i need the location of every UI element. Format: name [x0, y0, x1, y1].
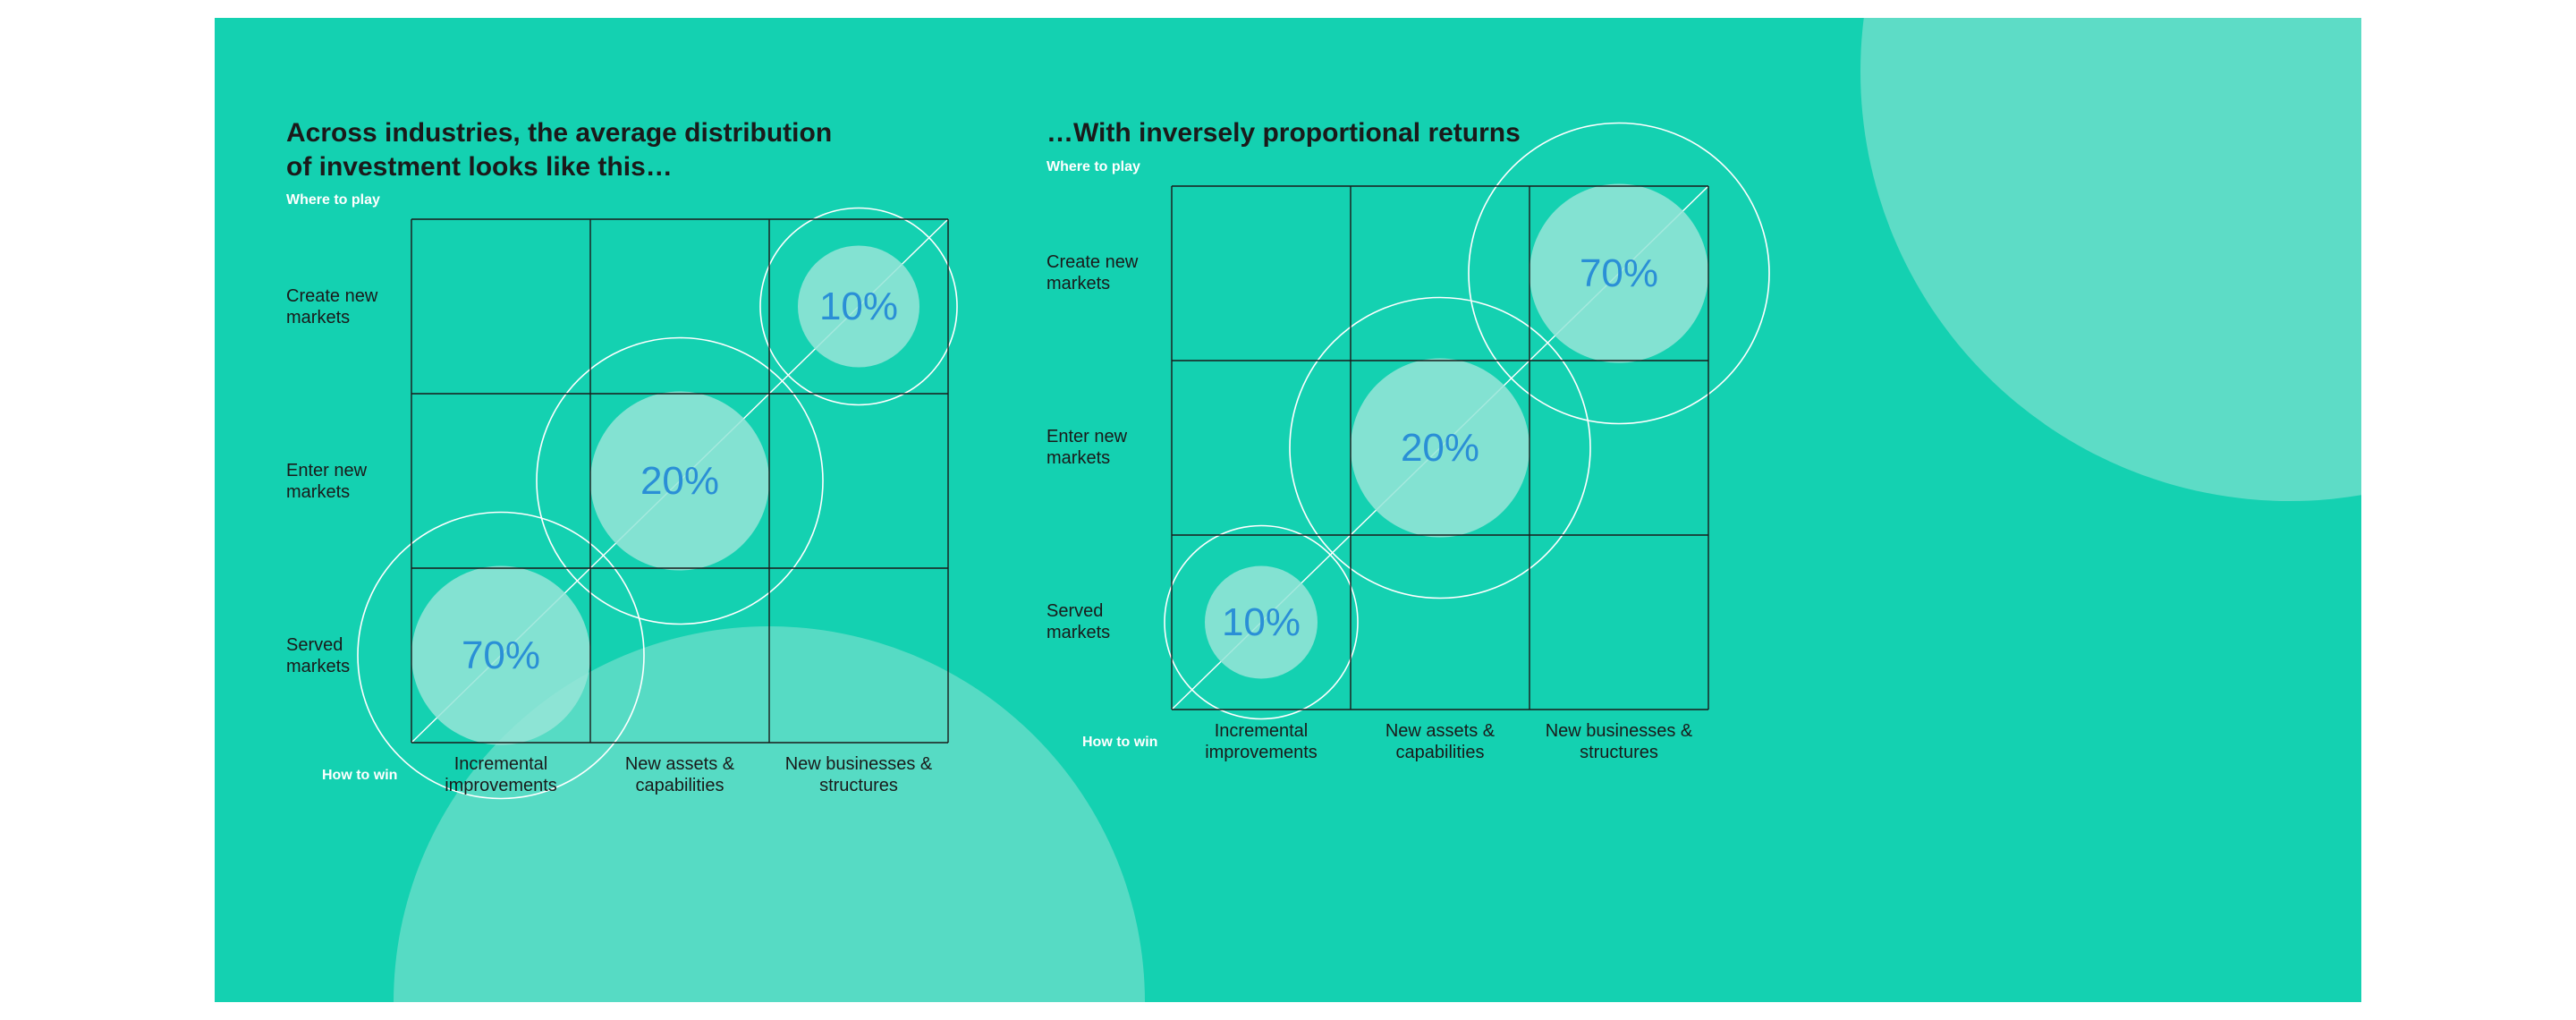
x-label: New assets & capabilities — [590, 753, 769, 796]
y-label: Create new markets — [286, 219, 402, 394]
x-label: Incremental improvements — [411, 753, 590, 796]
y-label: Enter new markets — [286, 394, 402, 568]
slide: Across industries, the average distribut… — [215, 18, 2361, 1002]
x-labels: Incremental improvements New assets & ca… — [411, 753, 948, 796]
panels-container: Across industries, the average distribut… — [215, 18, 2361, 796]
panel-returns: …With inversely proportional returns Whe… — [1046, 116, 1708, 743]
x-label: New assets & capabilities — [1351, 720, 1530, 763]
y-label: Create new markets — [1046, 186, 1163, 361]
y-labels: Create new markets Enter new markets Ser… — [286, 219, 402, 743]
x-label: Incremental improvements — [1172, 720, 1351, 763]
y-label: Served markets — [286, 568, 402, 743]
chart-svg: 70% 20% 10% — [411, 219, 948, 743]
bubble-value: 10% — [1222, 600, 1301, 644]
bubble-value: 20% — [1401, 426, 1479, 470]
y-axis-title: Where to play — [286, 192, 380, 208]
bubble-value: 20% — [640, 459, 719, 503]
panel-title: Across industries, the average distribut… — [286, 116, 841, 183]
y-label: Enter new markets — [1046, 361, 1163, 535]
bubble-value: 10% — [819, 285, 898, 328]
bubble-value: 70% — [462, 633, 540, 677]
panel-investment: Across industries, the average distribut… — [286, 116, 948, 743]
x-label: New businesses & structures — [1530, 720, 1708, 763]
chart-wrap: Where to play Create new markets Enter n… — [1172, 186, 1708, 710]
chart-svg: 10% 20% 70% — [1172, 186, 1708, 710]
x-axis-title: How to win — [322, 768, 397, 784]
bubble-value: 70% — [1580, 251, 1658, 295]
x-labels: Incremental improvements New assets & ca… — [1172, 720, 1708, 763]
panel-title: …With inversely proportional returns — [1046, 116, 1601, 150]
x-axis-title: How to win — [1082, 735, 1157, 751]
y-label: Served markets — [1046, 535, 1163, 710]
y-axis-title: Where to play — [1046, 159, 1140, 175]
chart-wrap: Where to play Create new markets Enter n… — [411, 219, 948, 743]
x-label: New businesses & structures — [769, 753, 948, 796]
y-labels: Create new markets Enter new markets Ser… — [1046, 186, 1163, 710]
